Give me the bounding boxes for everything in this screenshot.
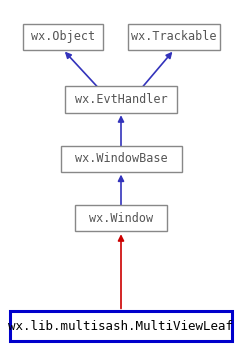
Text: wx.WindowBase: wx.WindowBase: [75, 152, 167, 165]
Text: wx.Window: wx.Window: [89, 211, 153, 225]
Text: wx.lib.multisash.MultiViewLeaf: wx.lib.multisash.MultiViewLeaf: [8, 320, 234, 333]
Text: wx.EvtHandler: wx.EvtHandler: [75, 93, 167, 106]
FancyBboxPatch shape: [60, 146, 182, 172]
Text: wx.Trackable: wx.Trackable: [131, 30, 217, 43]
FancyBboxPatch shape: [128, 24, 220, 50]
FancyBboxPatch shape: [23, 24, 103, 50]
FancyBboxPatch shape: [10, 311, 232, 341]
FancyBboxPatch shape: [75, 205, 167, 231]
FancyBboxPatch shape: [65, 87, 177, 112]
Text: wx.Object: wx.Object: [31, 30, 95, 43]
